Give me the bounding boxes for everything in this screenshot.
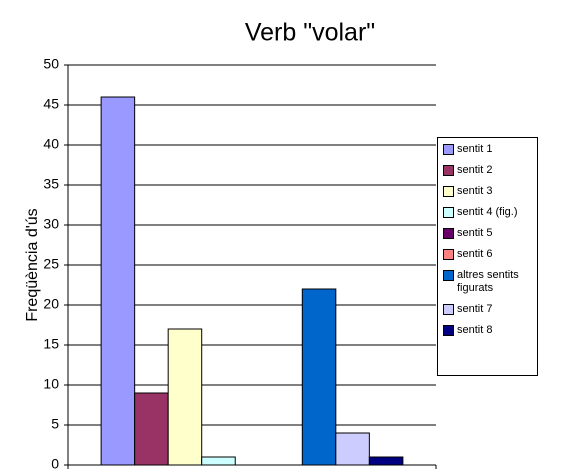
- y-tick-label: 25: [43, 256, 59, 272]
- bar: [335, 432, 370, 466]
- y-tick-label: 30: [43, 216, 59, 232]
- y-tick-label: 0: [51, 456, 59, 470]
- bar: [134, 392, 169, 466]
- legend-swatch: [443, 270, 454, 281]
- legend-swatch: [443, 304, 454, 315]
- legend-swatch: [443, 186, 454, 197]
- bar: [301, 288, 337, 466]
- legend-swatch: [443, 165, 454, 176]
- legend-label: sentit 1: [457, 143, 493, 155]
- legend-label: sentit 7: [457, 303, 493, 315]
- legend-label: sentit 8: [457, 324, 493, 336]
- chart-title: Verb "volar": [245, 19, 375, 47]
- y-tick-label: 35: [43, 176, 59, 192]
- legend-label: sentit 2: [457, 164, 493, 176]
- bar: [201, 456, 236, 466]
- legend-entry: sentit 7: [442, 303, 533, 316]
- legend-label: altres sentits figurats: [457, 269, 519, 294]
- legend-swatch: [443, 325, 454, 336]
- legend-entry: sentit 2: [442, 164, 533, 177]
- legend-entry: sentit 5: [442, 227, 533, 240]
- legend-entry: sentit 4 (fig.): [442, 206, 533, 219]
- legend-label: sentit 4 (fig.): [457, 206, 518, 218]
- legend-label: sentit 3: [457, 185, 493, 197]
- legend-entry: altres sentits figurats: [442, 269, 533, 295]
- legend-swatch: [443, 144, 454, 155]
- bar: [167, 328, 203, 466]
- y-tick-label: 20: [43, 296, 59, 312]
- y-tick-label: 5: [51, 416, 59, 432]
- y-axis-label: Freqüència d'ús: [24, 208, 41, 321]
- bar: [368, 456, 404, 466]
- legend-label: sentit 5: [457, 227, 493, 239]
- legend-swatch: [443, 228, 454, 239]
- y-tick-label: 40: [43, 136, 59, 152]
- legend-entry: sentit 3: [442, 185, 533, 198]
- legend-entry: sentit 8: [442, 324, 533, 337]
- y-tick-label: 15: [43, 336, 59, 352]
- legend-entry: sentit 6: [442, 248, 533, 261]
- bar: [100, 96, 136, 466]
- y-tick-label: 45: [43, 96, 59, 112]
- legend: sentit 1 sentit 2 sentit 3 sentit 4 (fig.) s…: [437, 137, 538, 376]
- legend-label: sentit 6: [457, 248, 493, 260]
- y-tick-label: 10: [43, 376, 59, 392]
- legend-entry: sentit 1: [442, 143, 533, 156]
- legend-swatch: [443, 207, 454, 218]
- legend-swatch: [443, 249, 454, 260]
- y-tick-label: 50: [43, 56, 59, 72]
